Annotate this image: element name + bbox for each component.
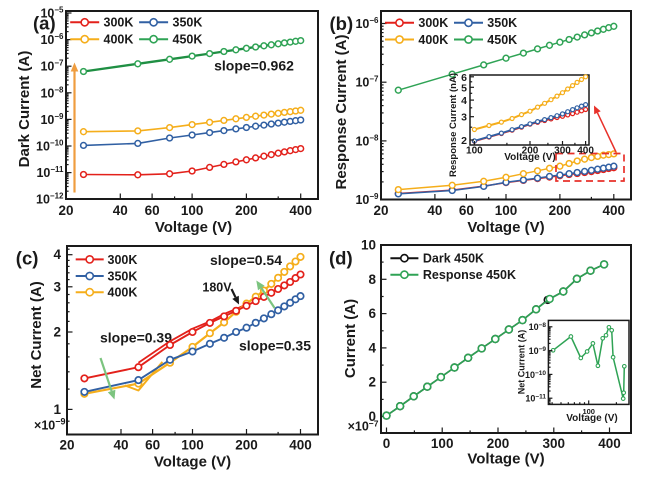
svg-text:10−11: 10−11 [525,394,546,404]
svg-text:slope=0.962: slope=0.962 [214,58,294,74]
svg-text:60: 60 [145,203,160,218]
svg-text:20: 20 [373,203,388,218]
svg-text:slope=0.35: slope=0.35 [239,338,311,354]
svg-text:0: 0 [383,436,391,451]
svg-text:6: 6 [461,72,467,84]
svg-text:20: 20 [58,203,73,218]
svg-text:100: 100 [466,146,483,157]
svg-text:slope=0.54: slope=0.54 [210,252,282,268]
svg-text:Response Current (nA): Response Current (nA) [448,73,459,177]
svg-text:Net Current (A): Net Current (A) [517,330,527,395]
svg-text:1: 1 [53,402,61,417]
svg-text:180V: 180V [202,281,232,295]
svg-text:Net Current (A): Net Current (A) [28,281,45,389]
svg-text:300K: 300K [108,253,138,267]
svg-text:200: 200 [487,436,510,451]
svg-text:350K: 350K [173,16,203,30]
svg-text:40: 40 [113,438,128,453]
svg-text:400: 400 [577,146,594,157]
svg-text:100: 100 [181,438,204,453]
svg-text:5: 5 [461,82,467,94]
svg-text:8: 8 [368,272,376,287]
svg-text:slope=0.39: slope=0.39 [100,330,172,346]
svg-text:4: 4 [461,95,467,107]
svg-text:400: 400 [603,203,626,218]
svg-text:40: 40 [427,203,442,218]
svg-text:(d): (d) [329,248,353,269]
svg-text:(c): (c) [16,248,39,269]
svg-text:60: 60 [145,438,160,453]
svg-text:400: 400 [598,436,621,451]
svg-text:2: 2 [368,375,376,390]
svg-text:3: 3 [461,112,467,124]
svg-text:Voltage (V): Voltage (V) [504,152,555,163]
svg-text:200: 200 [235,203,258,218]
svg-text:3: 3 [53,279,61,294]
svg-text:2: 2 [461,135,467,147]
svg-text:100: 100 [431,436,454,451]
svg-text:4: 4 [368,340,376,355]
svg-text:400K: 400K [104,33,134,47]
svg-text:400K: 400K [418,33,448,47]
svg-text:350K: 350K [487,16,517,30]
svg-text:Response 450K: Response 450K [423,268,516,282]
svg-text:Current (A): Current (A) [342,299,359,378]
svg-text:2: 2 [53,325,61,340]
svg-text:400: 400 [289,203,312,218]
svg-text:Response Current (A): Response Current (A) [333,34,350,189]
svg-text:10: 10 [361,238,376,253]
svg-text:Voltage (V): Voltage (V) [467,219,544,236]
svg-text:10−9: 10−9 [529,346,547,356]
svg-text:(a): (a) [33,13,56,34]
svg-text:450K: 450K [173,33,203,47]
svg-text:Voltage (V): Voltage (V) [154,454,231,471]
svg-text:300: 300 [543,436,566,451]
svg-text:6: 6 [368,306,376,321]
svg-text:350K: 350K [108,269,138,283]
svg-text:200: 200 [522,146,539,157]
svg-text:Dark Current (A): Dark Current (A) [16,51,33,168]
svg-text:20: 20 [59,438,74,453]
svg-text:10−10: 10−10 [525,370,546,380]
svg-text:400K: 400K [108,286,138,300]
svg-text:100: 100 [582,407,595,416]
svg-text:300K: 300K [418,16,448,30]
svg-text:Voltage (V): Voltage (V) [467,451,544,468]
svg-text:200: 200 [235,438,258,453]
svg-text:300K: 300K [104,16,134,30]
svg-text:100: 100 [181,203,204,218]
svg-text:4: 4 [53,247,61,262]
svg-text:Voltage (V): Voltage (V) [155,219,232,236]
svg-text:(b): (b) [330,13,354,34]
svg-text:400: 400 [289,438,312,453]
svg-text:40: 40 [113,203,128,218]
svg-text:300: 300 [554,146,571,157]
svg-text:0: 0 [368,409,376,424]
svg-text:Dark 450K: Dark 450K [423,252,484,266]
svg-text:450K: 450K [487,33,517,47]
svg-text:Voltage (V): Voltage (V) [566,413,617,424]
svg-text:200: 200 [549,203,572,218]
svg-text:100: 100 [495,203,518,218]
svg-text:60: 60 [459,203,474,218]
svg-text:10−8: 10−8 [529,322,547,332]
